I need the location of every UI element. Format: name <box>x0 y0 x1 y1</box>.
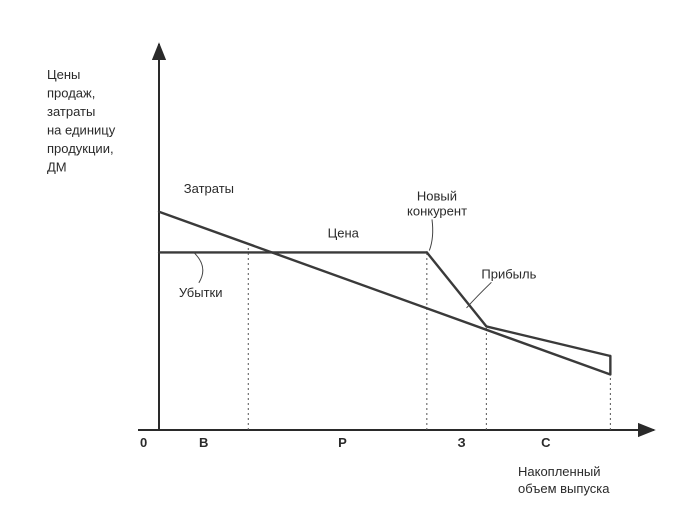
annotation-leaders <box>193 219 492 309</box>
competitor-leader-line <box>428 219 434 251</box>
annotation-цена: Цена <box>328 226 360 241</box>
series-layer <box>157 210 612 376</box>
series-цена-line <box>159 251 611 358</box>
series-затраты-point <box>157 210 161 213</box>
x-axis-title-line: Накопленный <box>518 464 601 479</box>
series-цена-point <box>609 354 612 358</box>
losses-leader-line <box>193 252 204 284</box>
series-затраты-point <box>609 373 612 376</box>
phase-label-2: З <box>457 435 465 450</box>
y-axis-title-line: затраты <box>47 104 95 119</box>
x-axis-title: Накопленный объем выпуска <box>518 464 610 496</box>
y-axis-title-line: на единицу <box>47 123 116 138</box>
series-затраты-line <box>158 210 611 376</box>
x-axis-title-line: объем выпуска <box>518 481 610 496</box>
series-цена-point <box>485 325 488 328</box>
y-axis-title-line: продукции, <box>47 141 114 156</box>
annotation-прибыль: Прибыль <box>481 266 536 281</box>
profit-leader-line <box>466 281 492 309</box>
origin-label: 0 <box>140 435 147 450</box>
series-цена-point <box>425 251 429 254</box>
phase-label-1: P <box>338 435 347 450</box>
phase-boundaries <box>247 243 612 430</box>
phase-label-3: С <box>541 435 551 450</box>
phase-label-0: B <box>199 435 208 450</box>
annotation-конкурент: конкурент <box>407 203 467 218</box>
y-axis-title: Цены продаж, затраты на единицу продукции, ДМ <box>47 67 116 175</box>
y-axis-title-line: ДМ <box>47 160 67 175</box>
y-axis-title-line: Цены <box>47 67 80 82</box>
annotation-убытки: Убытки <box>179 285 223 300</box>
series-цена-point <box>157 251 161 254</box>
annotation-новый: Новый <box>417 189 457 204</box>
annotation-затраты: Затраты <box>184 181 234 196</box>
y-axis-title-line: продаж, <box>47 86 95 101</box>
